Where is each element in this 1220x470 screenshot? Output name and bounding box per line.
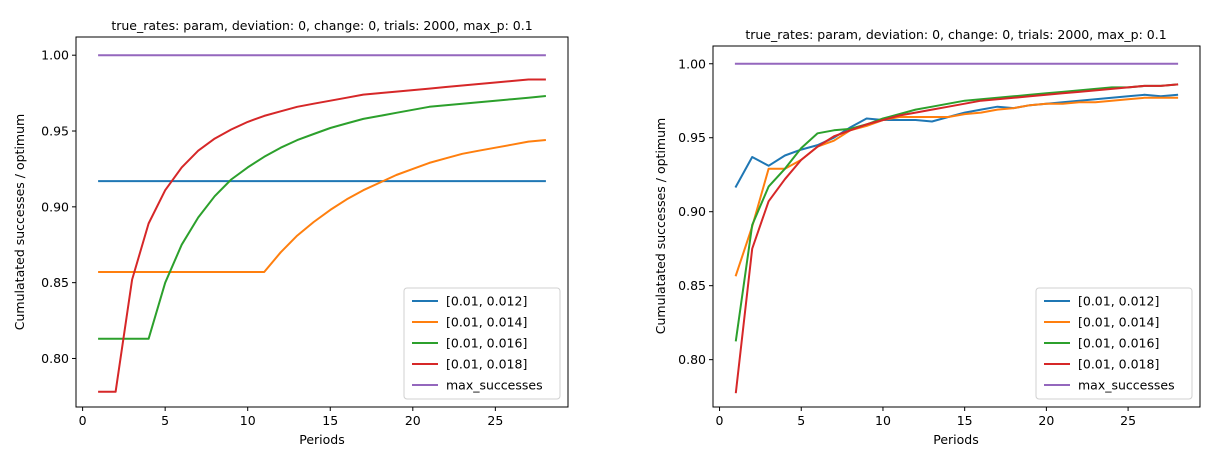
series-line-3 <box>98 78 546 393</box>
series-line-2 <box>734 83 1179 342</box>
legend-label: [0.01, 0.014] <box>1078 315 1159 330</box>
x-tick-label: 10 <box>875 413 891 428</box>
y-tick-label: 0.90 <box>678 204 706 219</box>
x-tick-label: 5 <box>797 413 805 428</box>
x-tick-label: 0 <box>716 413 724 428</box>
x-tick-label: 20 <box>1038 413 1054 428</box>
x-tick-label: 10 <box>240 413 256 428</box>
x-tick-label: 25 <box>487 413 503 428</box>
y-tick-label: 0.95 <box>41 124 69 139</box>
series-line-2 <box>98 95 546 340</box>
legend-label: [0.01, 0.012] <box>1078 294 1159 309</box>
legend-frame <box>403 287 561 400</box>
legend-label: max_successes <box>1078 378 1175 393</box>
y-tick-label: 1.00 <box>41 48 69 63</box>
chart-panel-right: true_rates: param, deviation: 0, change:… <box>653 27 1201 447</box>
chart-title: true_rates: param, deviation: 0, change:… <box>111 18 532 33</box>
legend: [0.01, 0.012] [0.01, 0.014] [0.01, 0.016] [… <box>1035 287 1193 400</box>
y-tick-label: 0.85 <box>678 278 706 293</box>
x-tick-label: 0 <box>79 413 87 428</box>
series-line-1 <box>734 96 1179 277</box>
y-tick-label: 0.95 <box>678 130 706 145</box>
legend-frame <box>1035 287 1193 400</box>
series-line-0 <box>734 93 1179 188</box>
x-tick-label: 5 <box>161 413 169 428</box>
plot-frame <box>75 36 569 408</box>
x-axis-label: Periods <box>299 432 345 447</box>
legend-label: [0.01, 0.016] <box>1078 336 1159 351</box>
series-group <box>734 62 1179 394</box>
x-tick-label: 25 <box>1120 413 1136 428</box>
legend-label: [0.01, 0.012] <box>446 294 527 309</box>
legend-label: [0.01, 0.016] <box>446 336 527 351</box>
series-group <box>98 54 546 393</box>
y-axis-label: Cumulatated successes / optimum <box>12 114 27 330</box>
chart-title: true_rates: param, deviation: 0, change:… <box>745 27 1166 42</box>
y-tick-label: 0.80 <box>678 352 706 367</box>
x-tick-label: 15 <box>322 413 338 428</box>
x-tick-label: 15 <box>957 413 973 428</box>
x-tick-label: 20 <box>405 413 421 428</box>
series-line-1 <box>98 139 546 273</box>
y-tick-label: 0.80 <box>41 351 69 366</box>
series-line-3 <box>734 83 1179 394</box>
y-axis-label: Cumulatated successes / optimum <box>653 118 668 334</box>
legend-label: [0.01, 0.014] <box>446 315 527 330</box>
chart-panel-left: true_rates: param, deviation: 0, change:… <box>12 18 569 447</box>
legend-label: [0.01, 0.018] <box>446 357 527 372</box>
legend-label: max_successes <box>446 378 543 393</box>
y-tick-label: 0.90 <box>41 199 69 214</box>
legend: [0.01, 0.012] [0.01, 0.014] [0.01, 0.016] [… <box>403 287 561 400</box>
y-tick-label: 1.00 <box>678 56 706 71</box>
y-tick-label: 0.85 <box>41 275 69 290</box>
x-axis-label: Periods <box>933 432 979 447</box>
legend-label: [0.01, 0.018] <box>1078 357 1159 372</box>
plot-frame <box>712 45 1201 408</box>
